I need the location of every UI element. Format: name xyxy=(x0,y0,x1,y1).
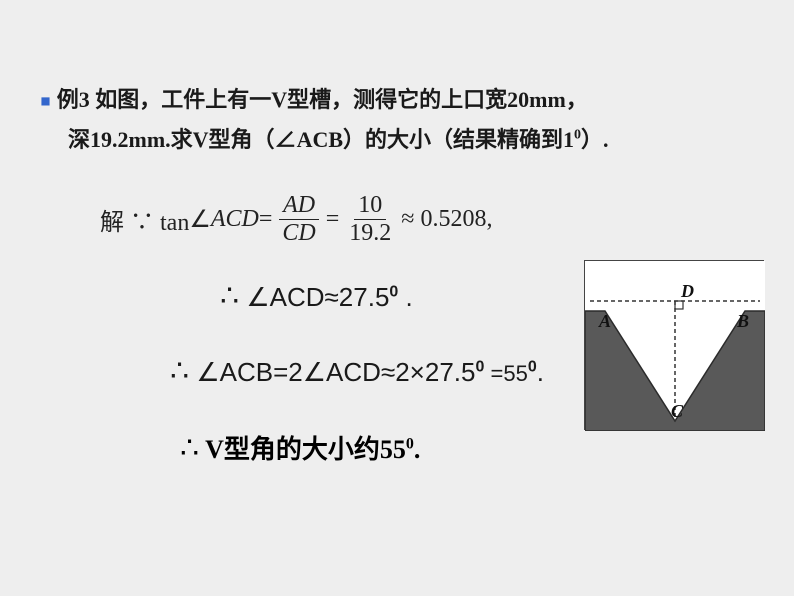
equation-line: 解 ∵ tan ∠ ACD = AD CD = 10 19.2 ≈ 0.5208… xyxy=(100,189,764,249)
problem-text-1: 例3 如图，工件上有一V型槽，测得它的上口宽20mm， xyxy=(57,87,588,112)
fraction-AD-CD: AD CD xyxy=(278,192,319,246)
fraction-10-19p2: 10 19.2 xyxy=(345,192,395,246)
step2-dot: . xyxy=(537,357,544,387)
v-groove-svg: A B C D xyxy=(585,261,765,431)
therefore-1: ∴ xyxy=(220,280,239,313)
step3-text: V型角的大小约55 xyxy=(205,435,406,464)
solution-prefix: 解 ∵ tan xyxy=(100,202,189,237)
step3-deg: 0 xyxy=(406,436,414,453)
step3-dot: . xyxy=(414,435,421,464)
problem-text-2b: ACB）的大小（结果精确到1 xyxy=(297,127,574,152)
label-A: A xyxy=(598,311,611,331)
v-groove-figure: A B C D xyxy=(584,260,764,430)
angle-symbol-2: ∠ xyxy=(189,205,211,234)
frac2-den: 19.2 xyxy=(345,220,395,246)
label-D: D xyxy=(680,281,694,301)
problem-statement: ◆例3 如图，工件上有一V型槽，测得它的上口宽20mm， 深19.2mm.求V型… xyxy=(40,80,764,159)
frac1-den: CD xyxy=(278,220,319,246)
equals-2: = xyxy=(326,206,340,233)
step2-text: ∠ACB=2∠ACD≈2×27.5 xyxy=(196,357,475,387)
step2-eq55: =55 xyxy=(484,361,527,386)
angle-symbol: ∠ xyxy=(275,127,297,152)
bullet-icon: ◆ xyxy=(33,89,58,114)
equals-1: = xyxy=(259,206,273,233)
step1-deg: 0 xyxy=(389,284,398,301)
frac2-num: 10 xyxy=(354,192,386,219)
problem-text-2c: ）. xyxy=(581,127,609,152)
label-B: B xyxy=(736,311,749,331)
degree-superscript: 0 xyxy=(574,127,581,142)
therefore-3: ∴ xyxy=(180,432,199,465)
step1-text: ∠ACD≈27.5 xyxy=(246,282,389,312)
label-C: C xyxy=(671,401,684,421)
step-3: ∴ V型角的大小约550. xyxy=(180,429,764,466)
step1-dot: . xyxy=(398,282,412,312)
problem-line-2: 深19.2mm.求V型角（∠ACB）的大小（结果精确到10）. xyxy=(68,120,764,160)
approx-result: ≈ 0.5208, xyxy=(401,206,492,233)
step2-deg2: 0 xyxy=(528,359,537,376)
problem-text-2a: 深19.2mm.求V型角（ xyxy=(68,127,275,152)
ACD-label: ACD xyxy=(211,206,259,233)
therefore-2: ∴ xyxy=(170,355,189,388)
frac1-num: AD xyxy=(279,192,319,219)
problem-line-1: ◆例3 如图，工件上有一V型槽，测得它的上口宽20mm， xyxy=(40,80,764,120)
